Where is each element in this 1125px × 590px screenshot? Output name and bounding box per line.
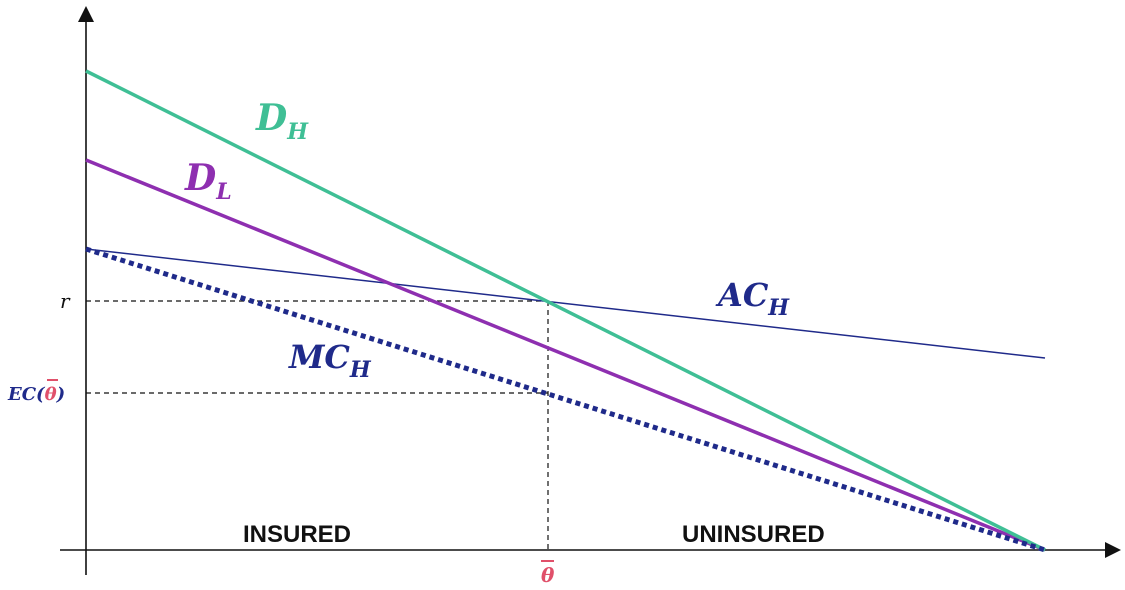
insured-region-label: INSURED <box>243 521 351 548</box>
d-l-label: DL <box>184 157 232 205</box>
ec-theta-label: EC(θ) <box>7 384 65 405</box>
ac-h-label: ACH <box>715 276 790 321</box>
r-tick-label: r <box>60 289 71 313</box>
d-h-label: DH <box>255 97 309 145</box>
theta-bar-label: θ <box>541 563 555 587</box>
uninsured-region-label: UNINSURED <box>682 521 825 548</box>
mc-h-curve <box>85 246 1046 553</box>
d-l-curve <box>85 158 1046 552</box>
ac-h-curve <box>85 248 1046 359</box>
d-h-curve <box>85 69 1046 552</box>
mc-h-label: MCH <box>288 338 372 383</box>
